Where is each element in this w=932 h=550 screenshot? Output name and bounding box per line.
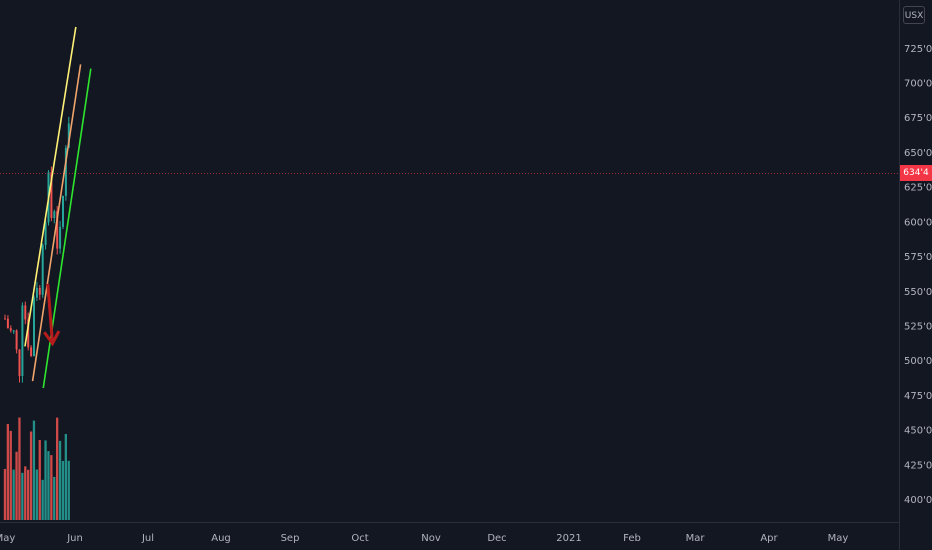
price-tick-label: 650'0 <box>904 148 932 159</box>
arrow-head <box>43 330 61 347</box>
volume-bar <box>47 451 50 520</box>
price-tick-label: 675'0 <box>904 113 932 124</box>
candle-body <box>38 287 41 295</box>
volume-bar <box>35 469 38 520</box>
candle-body <box>56 211 59 249</box>
volume-bar <box>38 439 41 520</box>
time-tick-label: Jun <box>66 533 83 544</box>
volume-bar <box>56 417 59 520</box>
time-tick-label: Dec <box>487 533 506 544</box>
candle-body <box>67 123 70 148</box>
time-tick-label: Nov <box>421 533 441 544</box>
price-tick-label: 500'0 <box>904 356 932 367</box>
volume-bar <box>67 460 70 520</box>
candle-body <box>9 328 12 331</box>
price-axis: 400'0 425'0 450'0 475'0 500'0 525'0 550'0 575'0… <box>904 44 932 506</box>
volume-bar <box>61 460 65 520</box>
annotation-arrow <box>43 283 61 347</box>
volume-bar <box>64 433 67 520</box>
time-tick-label: 2021 <box>556 533 581 544</box>
candle-body <box>35 287 38 298</box>
volume-bar <box>41 479 44 520</box>
time-tick-label: May <box>828 533 849 544</box>
volume-bar <box>53 476 56 520</box>
candle-body <box>15 330 18 350</box>
volume-bar <box>44 440 47 520</box>
candle-body <box>4 318 6 320</box>
volume-bar <box>9 430 12 520</box>
time-tick-label: Aug <box>211 533 231 544</box>
time-tick-label: Apr <box>760 533 778 544</box>
candle-body <box>64 147 67 196</box>
price-tick-label: 600'0 <box>904 217 932 228</box>
price-tick-label: 575'0 <box>904 252 932 263</box>
price-tick-label: 700'0 <box>904 78 932 89</box>
volume-bar <box>50 455 53 520</box>
volume-bar <box>21 472 24 520</box>
yellow-trend-line[interactable] <box>24 26 77 347</box>
volume-bar <box>12 469 15 520</box>
candle-body <box>30 347 33 357</box>
time-axis: May Jun Jul Aug Sep Oct Nov Dec 2021 Feb Mar Apr May <box>0 533 848 544</box>
price-tick-label: 525'0 <box>904 322 932 333</box>
volume-bar <box>29 431 33 520</box>
candle-body <box>21 305 24 376</box>
time-tick-label: May <box>0 533 15 544</box>
candle-body <box>59 226 62 249</box>
candle-body <box>53 211 56 219</box>
orange-trend-line[interactable] <box>31 64 82 382</box>
volume-bar <box>15 451 18 520</box>
volume-bar <box>58 440 62 520</box>
candle-body <box>6 318 9 329</box>
time-tick-label: Oct <box>351 533 368 544</box>
volume-bars <box>3 417 70 520</box>
volume-bar <box>27 469 30 520</box>
candle-body <box>44 222 47 245</box>
candle-body <box>62 195 64 227</box>
time-tick-label: Mar <box>686 533 706 544</box>
price-tick-label: 475'0 <box>904 391 932 402</box>
volume-bar <box>3 468 7 520</box>
candle-body <box>18 349 21 376</box>
candle-body <box>24 305 27 320</box>
price-tick-label: 625'0 <box>904 183 932 194</box>
price-tick-label: 450'0 <box>904 426 932 437</box>
price-tick-label: 400'0 <box>904 495 932 506</box>
volume-bar <box>6 423 9 520</box>
time-tick-label: Sep <box>281 533 300 544</box>
candle-body <box>33 297 35 357</box>
volume-bar <box>18 417 21 520</box>
volume-bar <box>32 420 36 520</box>
time-tick-label: Feb <box>623 533 641 544</box>
currency-unit-button[interactable]: USX <box>903 6 925 24</box>
volume-bar <box>24 466 27 520</box>
candle-body <box>12 330 15 332</box>
arrow-shaft <box>46 283 55 344</box>
time-tick-label: Jul <box>141 533 154 544</box>
candle-body <box>41 244 44 295</box>
last-price-label: 634'4 <box>900 165 932 182</box>
candle-body <box>50 172 53 219</box>
price-tick-label: 550'0 <box>904 287 932 298</box>
price-tick-label: 725'0 <box>904 44 932 55</box>
candle-body <box>27 319 30 348</box>
price-tick-label: 425'0 <box>904 460 932 471</box>
